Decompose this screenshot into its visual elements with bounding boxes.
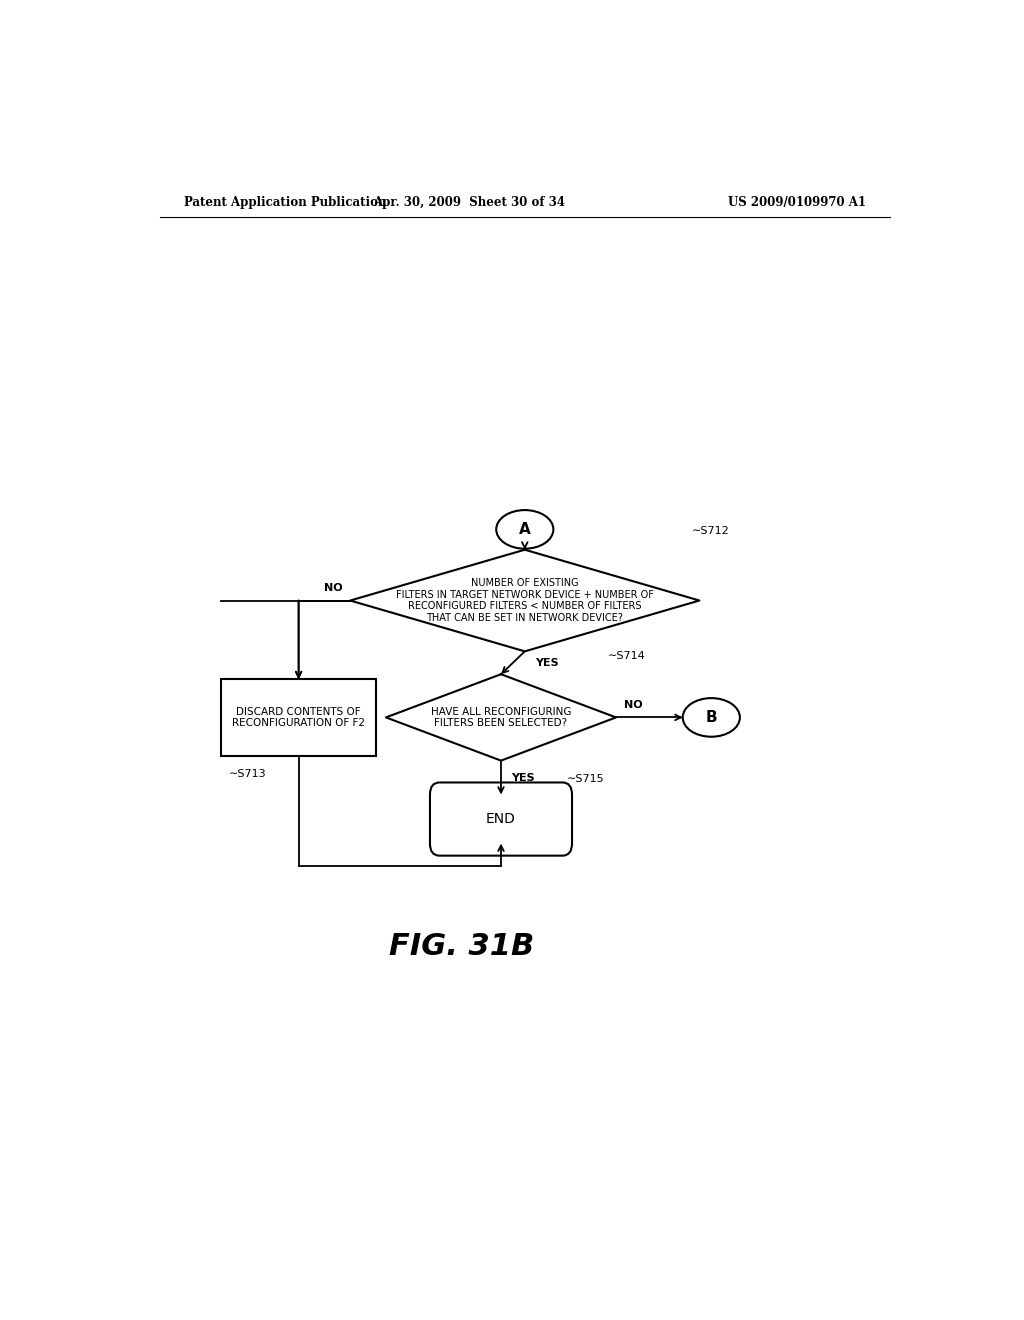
Text: NUMBER OF EXISTING
FILTERS IN TARGET NETWORK DEVICE + NUMBER OF
RECONFIGURED FIL: NUMBER OF EXISTING FILTERS IN TARGET NET…	[396, 578, 653, 623]
Text: YES: YES	[536, 657, 559, 668]
Text: NO: NO	[624, 700, 643, 710]
Text: Patent Application Publication: Patent Application Publication	[183, 195, 386, 209]
Text: ∼S715: ∼S715	[566, 775, 604, 784]
Text: DISCARD CONTENTS OF
RECONFIGURATION OF F2: DISCARD CONTENTS OF RECONFIGURATION OF F…	[232, 706, 366, 729]
Text: YES: YES	[511, 772, 535, 783]
Text: Apr. 30, 2009  Sheet 30 of 34: Apr. 30, 2009 Sheet 30 of 34	[373, 195, 565, 209]
Text: ∼S712: ∼S712	[691, 527, 729, 536]
Text: NO: NO	[324, 583, 342, 593]
Text: END: END	[486, 812, 516, 826]
Text: ∼S714: ∼S714	[608, 651, 646, 661]
Text: US 2009/0109970 A1: US 2009/0109970 A1	[728, 195, 866, 209]
Text: HAVE ALL RECONFIGURING
FILTERS BEEN SELECTED?: HAVE ALL RECONFIGURING FILTERS BEEN SELE…	[431, 706, 571, 729]
Text: ∼S713: ∼S713	[229, 768, 267, 779]
Text: FIG. 31B: FIG. 31B	[389, 932, 534, 961]
Text: A: A	[519, 521, 530, 537]
Text: B: B	[706, 710, 717, 725]
